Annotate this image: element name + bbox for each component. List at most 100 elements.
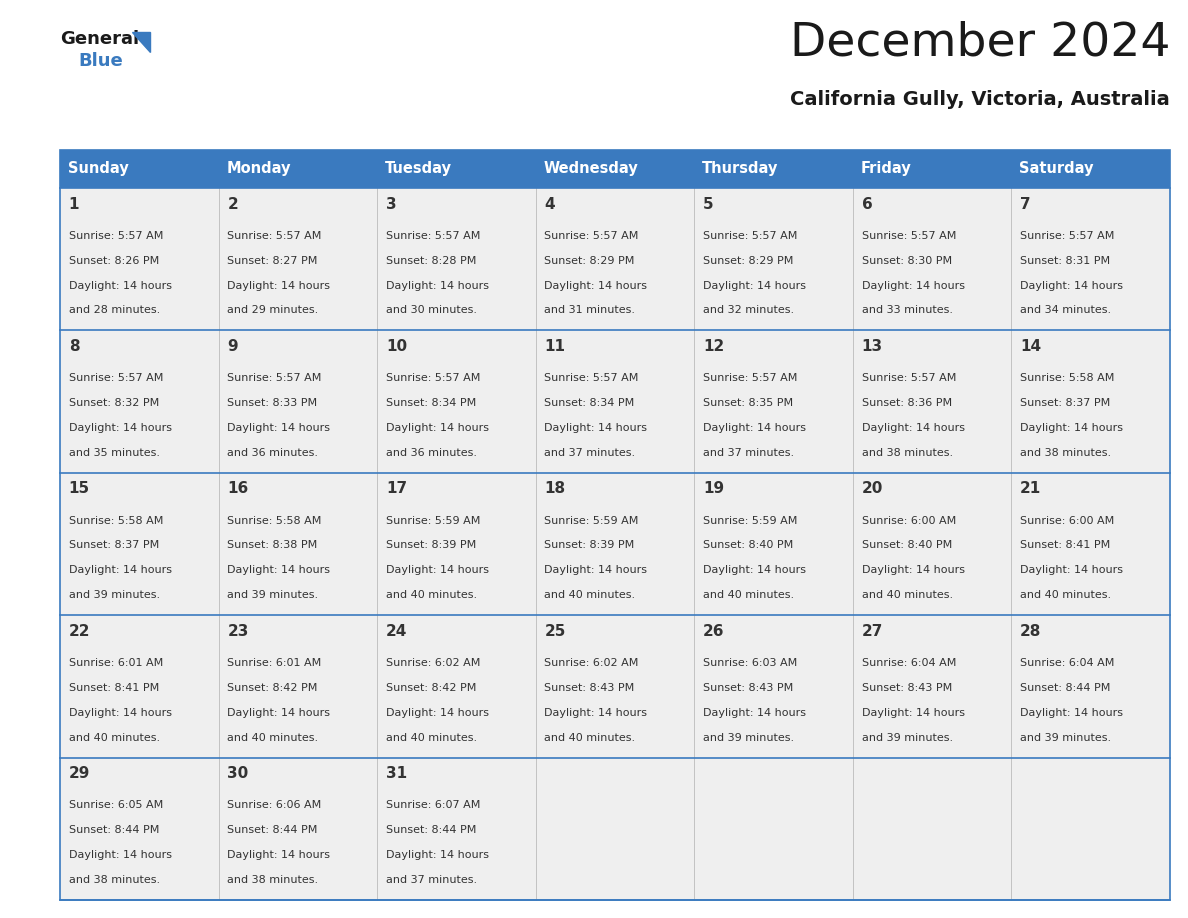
Text: and 40 minutes.: and 40 minutes. — [69, 733, 160, 743]
Text: Thursday: Thursday — [702, 162, 778, 176]
Text: 8: 8 — [69, 339, 80, 354]
Text: Sunset: 8:27 PM: Sunset: 8:27 PM — [227, 255, 317, 265]
Text: Sunset: 8:40 PM: Sunset: 8:40 PM — [703, 541, 794, 551]
Text: 11: 11 — [544, 339, 565, 354]
Text: and 38 minutes.: and 38 minutes. — [861, 448, 953, 458]
Text: 7: 7 — [1020, 196, 1031, 211]
Text: Sunset: 8:38 PM: Sunset: 8:38 PM — [227, 541, 317, 551]
Text: Daylight: 14 hours: Daylight: 14 hours — [703, 565, 805, 576]
Text: Sunrise: 6:01 AM: Sunrise: 6:01 AM — [69, 658, 163, 668]
Text: and 28 minutes.: and 28 minutes. — [69, 306, 160, 316]
Text: and 40 minutes.: and 40 minutes. — [1020, 590, 1111, 600]
Text: California Gully, Victoria, Australia: California Gully, Victoria, Australia — [790, 90, 1170, 109]
Text: Monday: Monday — [227, 162, 291, 176]
Text: and 39 minutes.: and 39 minutes. — [861, 733, 953, 743]
Text: Wednesday: Wednesday — [544, 162, 638, 176]
Text: Sunset: 8:29 PM: Sunset: 8:29 PM — [544, 255, 634, 265]
Text: Daylight: 14 hours: Daylight: 14 hours — [1020, 708, 1123, 718]
Text: Sunrise: 5:57 AM: Sunrise: 5:57 AM — [703, 230, 797, 241]
Text: and 36 minutes.: and 36 minutes. — [386, 448, 476, 458]
Text: Sunrise: 5:57 AM: Sunrise: 5:57 AM — [861, 230, 956, 241]
Text: 10: 10 — [386, 339, 407, 354]
Text: Sunset: 8:41 PM: Sunset: 8:41 PM — [69, 683, 159, 693]
Text: 24: 24 — [386, 623, 407, 639]
Text: Sunset: 8:30 PM: Sunset: 8:30 PM — [861, 255, 952, 265]
Text: Daylight: 14 hours: Daylight: 14 hours — [227, 423, 330, 433]
Text: Sunset: 8:34 PM: Sunset: 8:34 PM — [544, 398, 634, 408]
Text: 31: 31 — [386, 767, 407, 781]
Text: and 32 minutes.: and 32 minutes. — [703, 306, 794, 316]
Text: and 35 minutes.: and 35 minutes. — [69, 448, 159, 458]
Text: and 39 minutes.: and 39 minutes. — [69, 590, 160, 600]
Text: 23: 23 — [227, 623, 248, 639]
Text: Sunrise: 6:04 AM: Sunrise: 6:04 AM — [1020, 658, 1114, 668]
Text: Daylight: 14 hours: Daylight: 14 hours — [227, 565, 330, 576]
Text: General: General — [61, 30, 139, 48]
Text: Sunrise: 5:57 AM: Sunrise: 5:57 AM — [227, 373, 322, 383]
Bar — [61, 330, 1170, 473]
Text: Sunset: 8:34 PM: Sunset: 8:34 PM — [386, 398, 476, 408]
Text: Daylight: 14 hours: Daylight: 14 hours — [69, 423, 172, 433]
Text: Daylight: 14 hours: Daylight: 14 hours — [861, 708, 965, 718]
Text: Sunset: 8:44 PM: Sunset: 8:44 PM — [386, 825, 476, 835]
Text: Tuesday: Tuesday — [385, 162, 453, 176]
Text: and 37 minutes.: and 37 minutes. — [703, 448, 794, 458]
Text: and 31 minutes.: and 31 minutes. — [544, 306, 636, 316]
Text: Sunrise: 5:57 AM: Sunrise: 5:57 AM — [386, 373, 480, 383]
Text: and 37 minutes.: and 37 minutes. — [386, 875, 478, 885]
Text: Daylight: 14 hours: Daylight: 14 hours — [386, 850, 489, 860]
Bar — [61, 150, 1170, 900]
Text: and 39 minutes.: and 39 minutes. — [703, 733, 794, 743]
Text: Daylight: 14 hours: Daylight: 14 hours — [1020, 423, 1123, 433]
Text: Sunrise: 5:57 AM: Sunrise: 5:57 AM — [1020, 230, 1114, 241]
Text: and 30 minutes.: and 30 minutes. — [386, 306, 476, 316]
Text: Sunrise: 5:59 AM: Sunrise: 5:59 AM — [386, 516, 480, 525]
Bar — [61, 188, 1170, 330]
Text: Daylight: 14 hours: Daylight: 14 hours — [386, 565, 489, 576]
Text: and 33 minutes.: and 33 minutes. — [861, 306, 953, 316]
Text: Sunset: 8:29 PM: Sunset: 8:29 PM — [703, 255, 794, 265]
Text: and 40 minutes.: and 40 minutes. — [227, 733, 318, 743]
Text: Sunrise: 5:57 AM: Sunrise: 5:57 AM — [544, 373, 639, 383]
Text: Sunset: 8:41 PM: Sunset: 8:41 PM — [1020, 541, 1111, 551]
Text: and 34 minutes.: and 34 minutes. — [1020, 306, 1111, 316]
Text: December 2024: December 2024 — [790, 20, 1170, 65]
Text: Sunset: 8:37 PM: Sunset: 8:37 PM — [69, 541, 159, 551]
Text: Sunrise: 5:59 AM: Sunrise: 5:59 AM — [544, 516, 639, 525]
Text: Friday: Friday — [861, 162, 911, 176]
Text: and 36 minutes.: and 36 minutes. — [227, 448, 318, 458]
Text: and 40 minutes.: and 40 minutes. — [544, 733, 636, 743]
Text: Sunrise: 5:57 AM: Sunrise: 5:57 AM — [227, 230, 322, 241]
Text: Sunset: 8:44 PM: Sunset: 8:44 PM — [1020, 683, 1111, 693]
Text: Sunset: 8:42 PM: Sunset: 8:42 PM — [386, 683, 476, 693]
Text: Sunrise: 6:01 AM: Sunrise: 6:01 AM — [227, 658, 322, 668]
Text: Daylight: 14 hours: Daylight: 14 hours — [1020, 281, 1123, 291]
Text: Daylight: 14 hours: Daylight: 14 hours — [703, 708, 805, 718]
Text: Sunset: 8:35 PM: Sunset: 8:35 PM — [703, 398, 794, 408]
Text: Sunrise: 6:07 AM: Sunrise: 6:07 AM — [386, 800, 480, 811]
Text: and 40 minutes.: and 40 minutes. — [544, 590, 636, 600]
Text: Saturday: Saturday — [1019, 162, 1094, 176]
Text: and 40 minutes.: and 40 minutes. — [386, 733, 478, 743]
Text: 19: 19 — [703, 481, 725, 497]
Text: Sunrise: 5:59 AM: Sunrise: 5:59 AM — [703, 516, 797, 525]
Text: Daylight: 14 hours: Daylight: 14 hours — [861, 565, 965, 576]
Text: 2: 2 — [227, 196, 238, 211]
Polygon shape — [132, 32, 150, 52]
Text: 14: 14 — [1020, 339, 1041, 354]
Text: Daylight: 14 hours: Daylight: 14 hours — [703, 423, 805, 433]
Text: and 40 minutes.: and 40 minutes. — [861, 590, 953, 600]
Text: Sunset: 8:26 PM: Sunset: 8:26 PM — [69, 255, 159, 265]
Text: Sunset: 8:39 PM: Sunset: 8:39 PM — [544, 541, 634, 551]
Text: Sunday: Sunday — [68, 162, 128, 176]
Text: and 39 minutes.: and 39 minutes. — [1020, 733, 1111, 743]
Text: 16: 16 — [227, 481, 248, 497]
Text: 5: 5 — [703, 196, 714, 211]
Text: Sunrise: 5:57 AM: Sunrise: 5:57 AM — [69, 373, 163, 383]
Text: Sunset: 8:39 PM: Sunset: 8:39 PM — [386, 541, 476, 551]
Text: Sunrise: 5:58 AM: Sunrise: 5:58 AM — [69, 516, 163, 525]
Text: Daylight: 14 hours: Daylight: 14 hours — [386, 281, 489, 291]
Text: Daylight: 14 hours: Daylight: 14 hours — [386, 423, 489, 433]
Text: 1: 1 — [69, 196, 80, 211]
Text: Sunrise: 5:57 AM: Sunrise: 5:57 AM — [861, 373, 956, 383]
